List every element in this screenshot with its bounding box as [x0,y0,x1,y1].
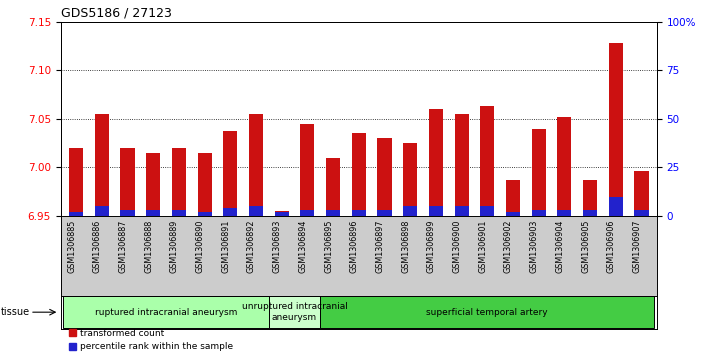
Text: GSM1306888: GSM1306888 [144,220,154,273]
Text: GSM1306902: GSM1306902 [504,220,513,273]
Bar [583,180,597,216]
Bar [635,171,648,216]
Bar [352,210,366,216]
Bar [403,206,417,216]
Bar [95,114,109,216]
Bar [326,158,340,216]
Bar [301,210,314,216]
Bar [146,210,160,216]
Text: ruptured intracranial aneurysm: ruptured intracranial aneurysm [95,308,237,317]
Bar [146,153,160,216]
Text: GDS5186 / 27123: GDS5186 / 27123 [61,6,171,19]
Text: GSM1306897: GSM1306897 [376,220,384,273]
Bar [429,109,443,216]
Bar [352,134,366,216]
Bar [609,43,623,216]
Text: GSM1306907: GSM1306907 [633,220,641,273]
Bar [403,143,417,216]
Bar [455,206,468,216]
Bar [609,197,623,216]
Bar [635,210,648,216]
Bar [223,131,237,216]
Text: GSM1306886: GSM1306886 [93,220,102,273]
Bar [172,210,186,216]
Text: unruptured intracranial
aneurysm: unruptured intracranial aneurysm [241,302,348,322]
Text: GSM1306898: GSM1306898 [401,220,410,273]
FancyBboxPatch shape [64,297,269,328]
Bar [532,129,545,216]
Bar [121,210,134,216]
Text: GSM1306904: GSM1306904 [555,220,564,273]
Bar [429,206,443,216]
Bar [455,114,468,216]
Bar [558,210,571,216]
Bar [481,206,494,216]
Bar [506,180,520,216]
Text: superficial temporal artery: superficial temporal artery [426,308,548,317]
Bar [249,114,263,216]
Bar [301,124,314,216]
Bar [481,106,494,216]
Text: GSM1306889: GSM1306889 [170,220,179,273]
Bar [69,212,83,216]
Bar [558,117,571,216]
Bar [506,212,520,216]
Bar [326,210,340,216]
Text: GSM1306893: GSM1306893 [273,220,282,273]
Bar [583,210,597,216]
Bar [249,206,263,216]
Bar [378,138,391,216]
Bar [275,211,288,216]
Bar [198,153,211,216]
Text: GSM1306906: GSM1306906 [607,220,615,273]
Text: GSM1306896: GSM1306896 [350,220,358,273]
Text: GSM1306905: GSM1306905 [581,220,590,273]
Bar [275,212,288,216]
Text: GSM1306895: GSM1306895 [324,220,333,273]
Text: tissue: tissue [1,307,30,317]
Bar [198,212,211,216]
Text: GSM1306901: GSM1306901 [478,220,487,273]
Text: GSM1306891: GSM1306891 [221,220,231,273]
Text: GSM1306885: GSM1306885 [67,220,76,273]
Bar [378,210,391,216]
Bar [532,210,545,216]
FancyBboxPatch shape [269,297,321,328]
Text: GSM1306892: GSM1306892 [247,220,256,273]
Text: GSM1306900: GSM1306900 [453,220,461,273]
Bar [223,208,237,216]
FancyBboxPatch shape [321,297,654,328]
Text: GSM1306887: GSM1306887 [119,220,128,273]
Text: GSM1306899: GSM1306899 [427,220,436,273]
Bar [95,206,109,216]
Bar [121,148,134,216]
Text: GSM1306903: GSM1306903 [530,220,538,273]
Bar [69,148,83,216]
Text: GSM1306894: GSM1306894 [298,220,308,273]
Text: GSM1306890: GSM1306890 [196,220,205,273]
Bar [172,148,186,216]
Legend: transformed count, percentile rank within the sample: transformed count, percentile rank withi… [65,325,236,355]
